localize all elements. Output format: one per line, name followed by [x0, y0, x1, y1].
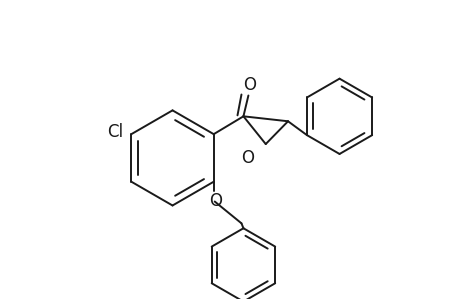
Text: O: O — [241, 149, 254, 167]
Text: O: O — [209, 192, 222, 210]
Text: Cl: Cl — [107, 123, 123, 141]
Text: O: O — [242, 76, 255, 94]
